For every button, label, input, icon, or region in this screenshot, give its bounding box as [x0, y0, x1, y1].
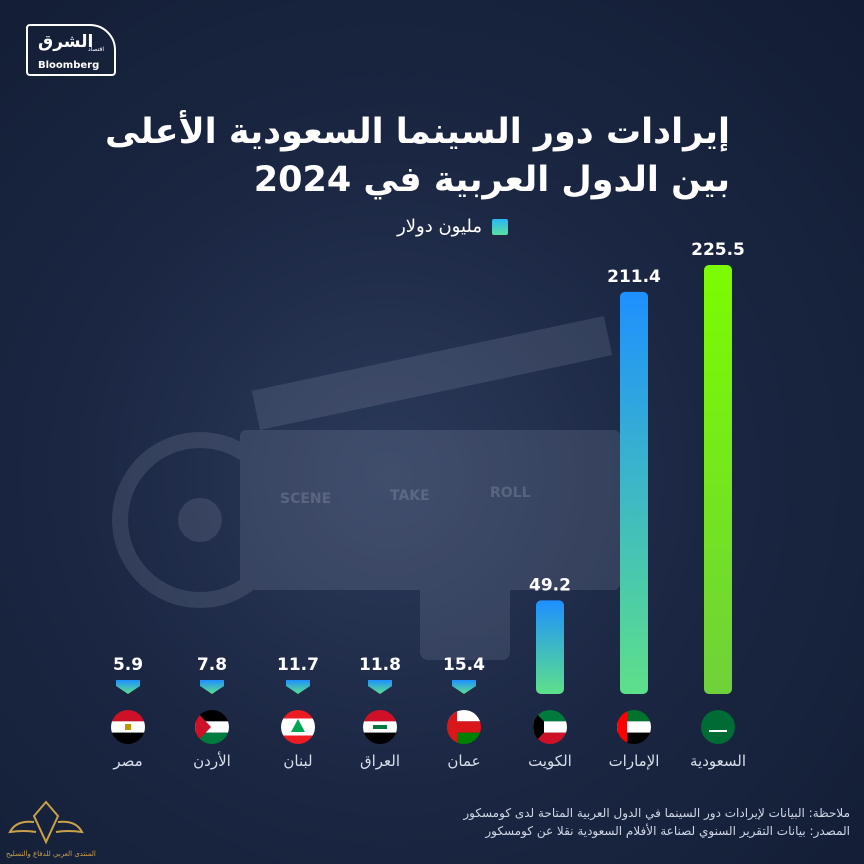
category-label: الكويت: [528, 752, 572, 770]
bar: [536, 600, 564, 694]
bar-value-label: 5.9: [113, 655, 143, 675]
category-label: مصر: [112, 752, 142, 770]
chart-title: إيرادات دور السينما السعودية الأعلى بين …: [90, 108, 730, 204]
chart-footer: ملاحظة: البيانات لإيرادات دور السينما في…: [130, 804, 850, 840]
bg-roll-text: ROLL: [490, 485, 531, 501]
footer-source: المصدر: بيانات التقرير السنوي لصناعة الأ…: [485, 824, 850, 838]
category-label: الإمارات: [609, 752, 660, 770]
logo-partner-text: Bloomberg: [38, 60, 100, 71]
bar-value-label: 15.4: [443, 655, 485, 675]
footer-note: ملاحظة: البيانات لإيرادات دور السينما في…: [463, 806, 850, 820]
category-label: الأردن: [193, 751, 231, 770]
bar: [368, 680, 392, 694]
bar-value-label: 11.8: [359, 655, 401, 675]
uae-flag-icon: [617, 710, 651, 744]
legend: مليون دولار: [397, 216, 508, 237]
category-label: السعودية: [690, 752, 746, 770]
iraq-flag-icon: [363, 710, 397, 744]
logo-sub-text: اقتصاد: [88, 46, 105, 53]
bar-value-label: 11.7: [277, 655, 319, 675]
bar: [286, 680, 310, 694]
bar: [620, 291, 648, 694]
bar-value-label: 49.2: [529, 575, 571, 595]
logo-main-text: الشرق: [38, 32, 94, 52]
bar: [704, 265, 732, 694]
legend-label: مليون دولار: [397, 216, 482, 237]
asharq-bloomberg-logo: الشرق اقتصاد Bloomberg: [26, 24, 116, 76]
category-label: العراق: [360, 752, 400, 770]
chart-title-line-1: إيرادات دور السينما السعودية الأعلى: [104, 112, 730, 152]
jordan-flag-icon: [195, 710, 229, 744]
bar-value-label: 7.8: [197, 655, 227, 675]
forum-watermark-icon: [8, 800, 84, 845]
saudi-arabia-flag-icon: [701, 710, 735, 744]
legend-swatch: [492, 218, 508, 235]
bar: [116, 680, 140, 694]
category-label: عمان: [447, 752, 480, 770]
bg-scene-text: SCENE: [280, 491, 331, 507]
bar-value-label: 211.4: [607, 267, 661, 287]
watermark-text: المنتدى العربي للدفاع والتسليح: [6, 850, 96, 858]
bg-take-text: TAKE: [390, 488, 430, 504]
egypt-flag-icon: [111, 710, 145, 744]
category-label: لبنان: [283, 752, 312, 770]
bar-value-label: 225.5: [691, 240, 745, 260]
bar: [200, 680, 224, 694]
oman-flag-icon: [447, 710, 481, 744]
bar: [452, 680, 476, 694]
chart-title-line-2: بين الدول العربية في 2024: [253, 160, 730, 200]
lebanon-flag-icon: [281, 710, 315, 744]
kuwait-flag-icon: [533, 710, 567, 744]
